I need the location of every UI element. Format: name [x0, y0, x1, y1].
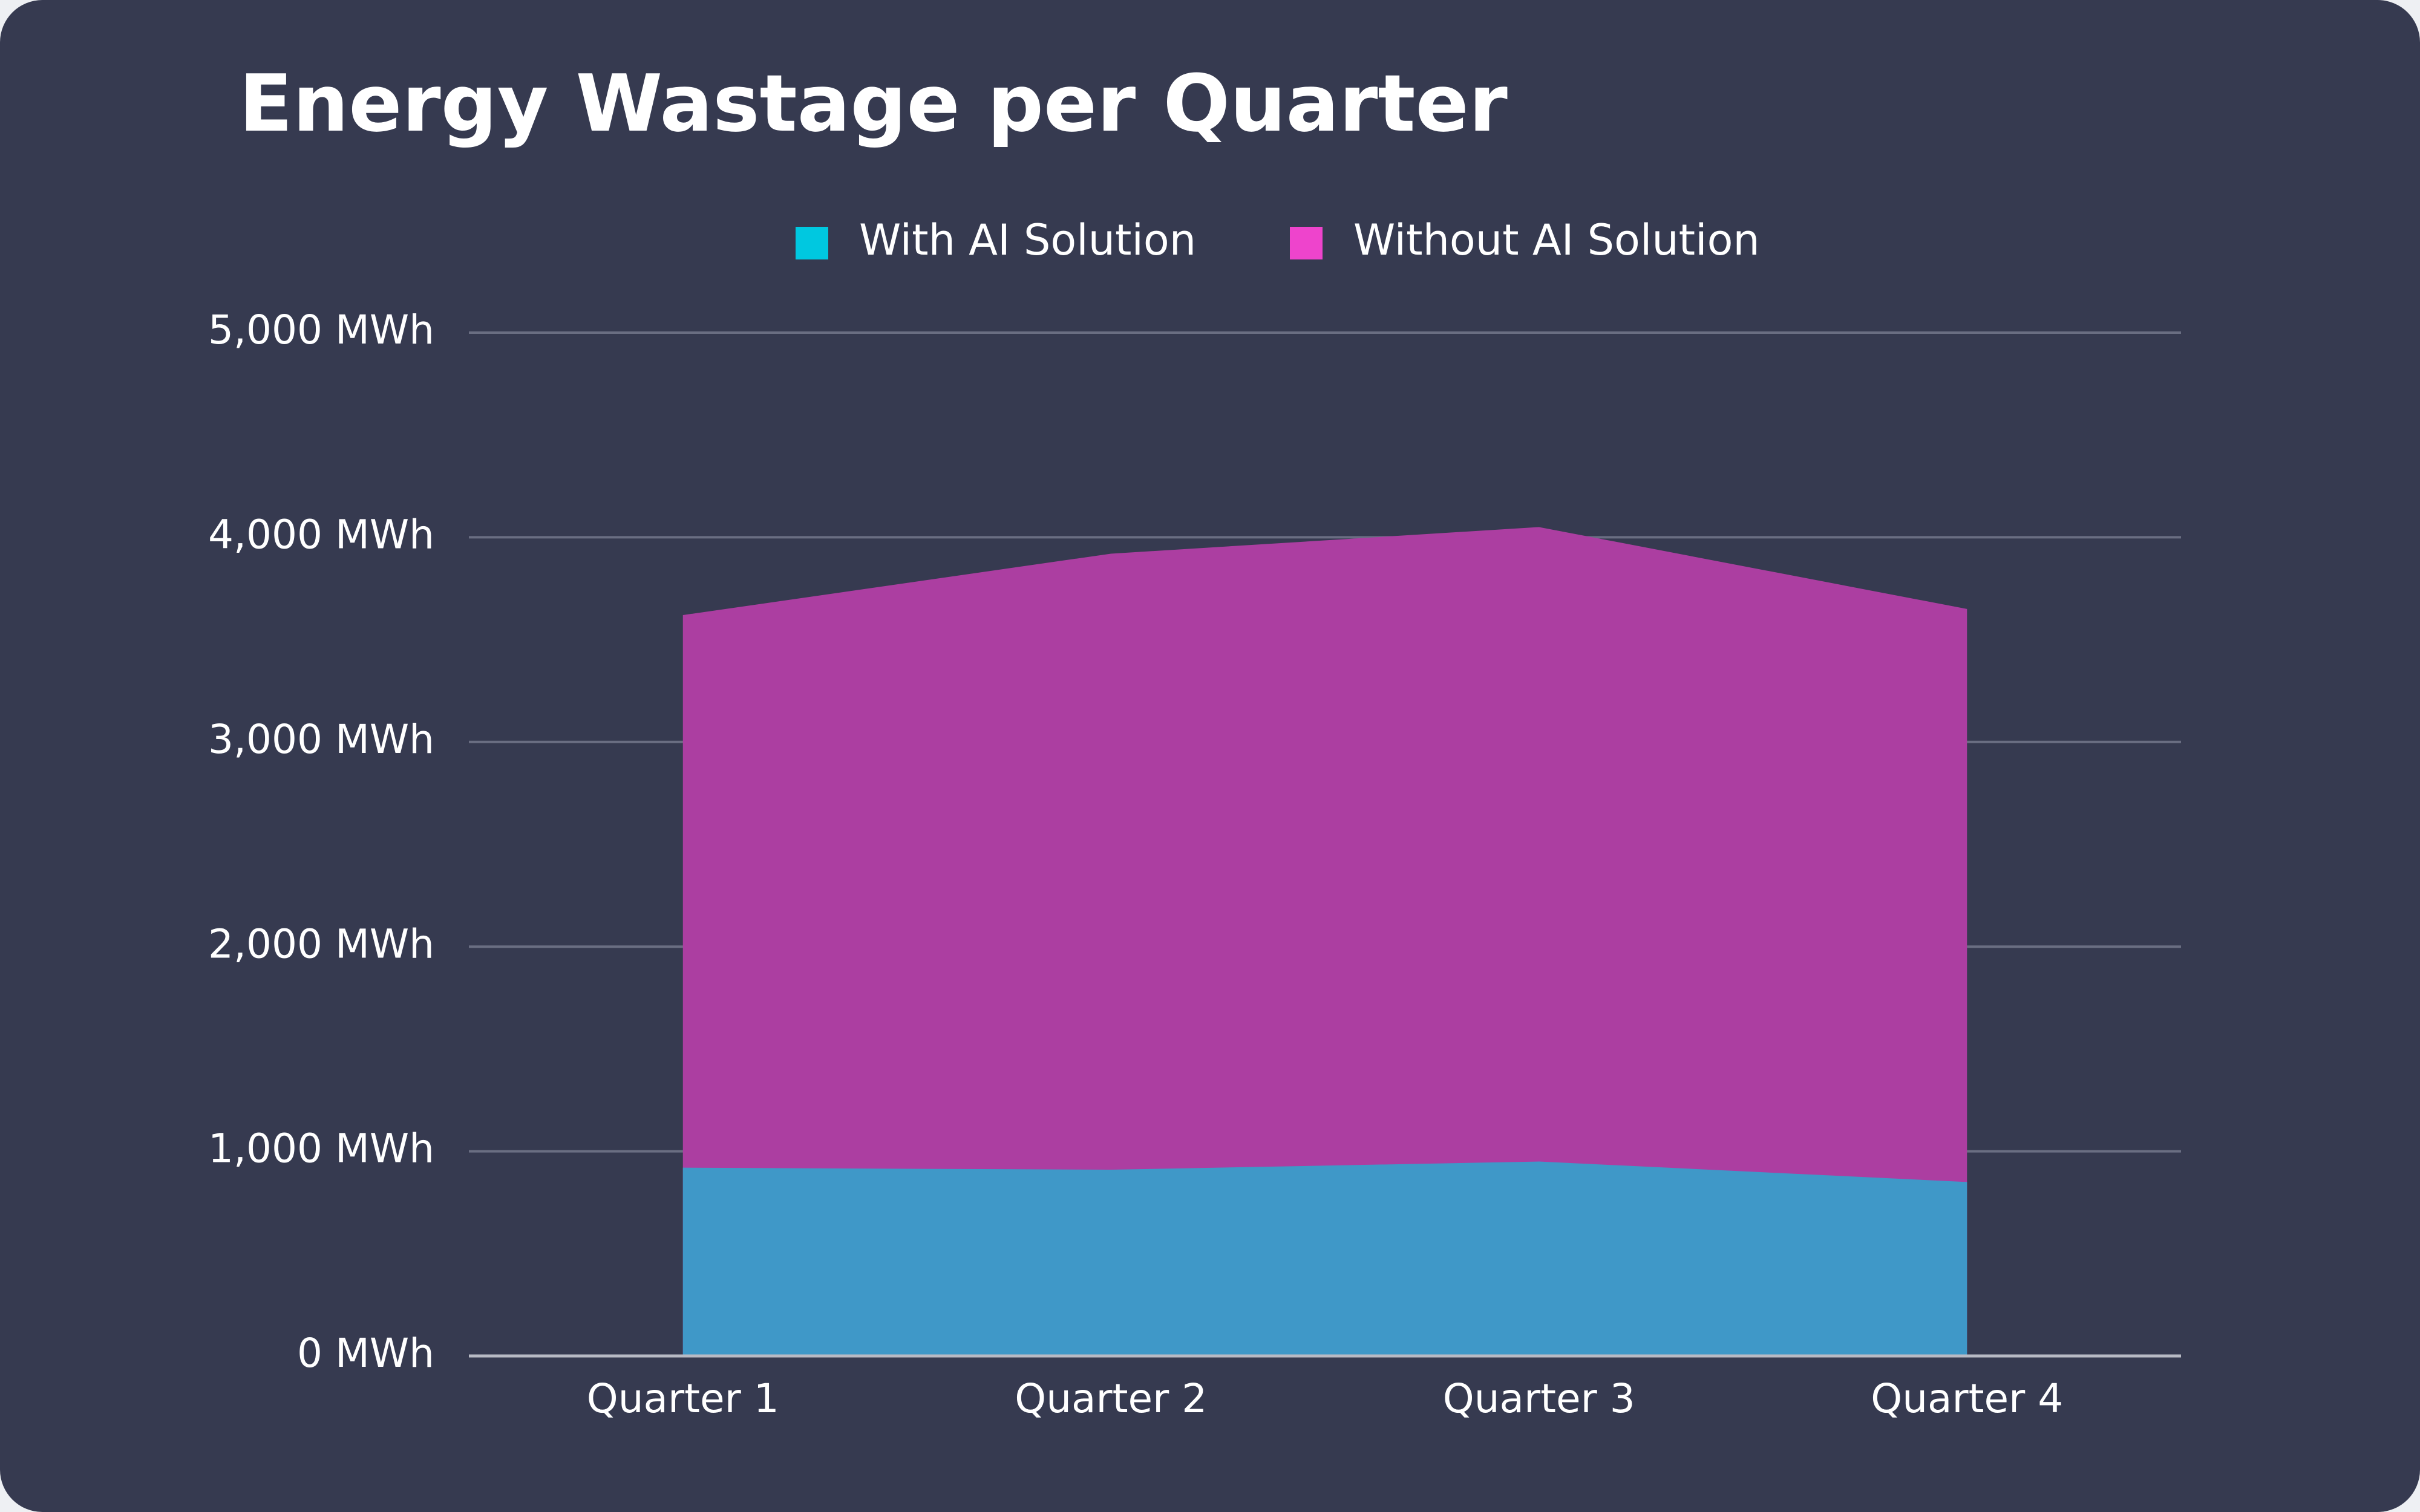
y-tick-label: 1,000 MWh: [208, 1126, 434, 1172]
y-tick-label: 0 MWh: [297, 1330, 434, 1377]
x-tick-label: Quarter 3: [1443, 1375, 1635, 1422]
y-tick-label: 2,000 MWh: [208, 921, 434, 967]
legend-label: Without AI Solution: [1353, 215, 1760, 265]
legend-swatch: [1290, 227, 1323, 259]
x-tick-label: Quarter 1: [587, 1375, 779, 1422]
area-with-ai-solution: [682, 1161, 1967, 1356]
y-tick-label: 3,000 MWh: [208, 716, 434, 763]
legend-swatch: [796, 227, 828, 259]
x-tick-label: Quarter 4: [1871, 1375, 2063, 1422]
area-without-ai-solution: [682, 527, 1967, 1356]
legend-label: With AI Solution: [859, 215, 1196, 265]
x-tick-label: Quarter 2: [1015, 1375, 1207, 1422]
chart-title: Energy Wastage per Quarter: [239, 57, 1508, 149]
y-tick-label: 5,000 MWh: [208, 307, 434, 353]
y-tick-label: 4,000 MWh: [208, 511, 434, 558]
